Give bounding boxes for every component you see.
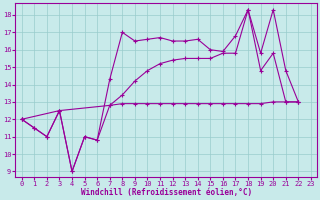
X-axis label: Windchill (Refroidissement éolien,°C): Windchill (Refroidissement éolien,°C) [81,188,252,197]
